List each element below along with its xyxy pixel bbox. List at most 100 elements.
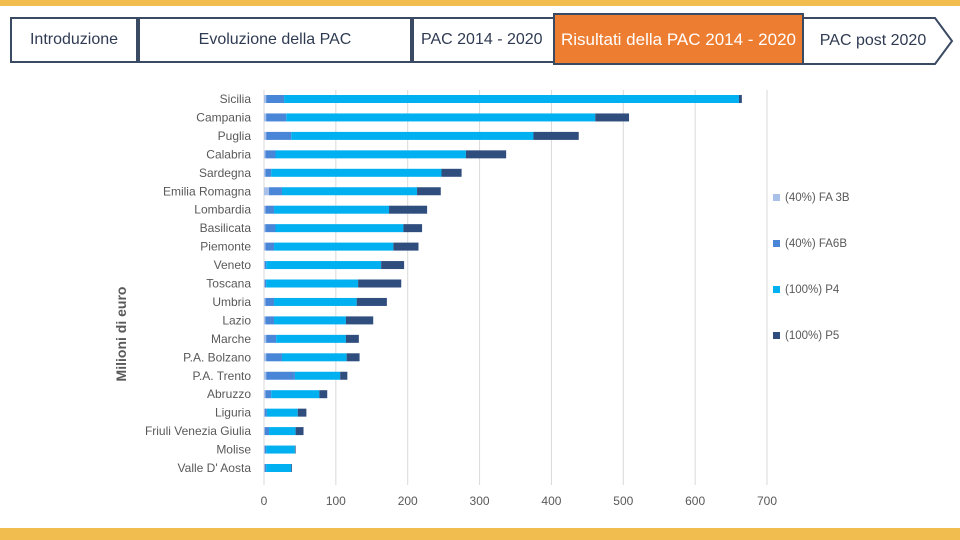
x-tick-label: 200 [398,494,418,508]
bar-segment [276,334,346,343]
stacked-bar-chart: Sicilia Campania Puglia Calabria Sardegna Emi… [113,90,850,508]
top-accent-bar [0,0,960,6]
bar-segment [264,464,267,472]
bar-segment [274,316,346,325]
legend-swatch [773,240,780,247]
bar-segment [264,427,265,436]
category-label: Campania [196,110,251,124]
bar-segment [345,316,374,325]
bar-segment [389,205,428,214]
bar-segment [264,168,266,177]
bar-segment [266,408,298,417]
category-label: Basilicata [200,221,252,235]
bar-segment [738,95,742,103]
bar-segment [265,150,276,159]
bar-segment [271,390,320,399]
tab-pac-2014-2020-label: PAC 2014 - 2020 [421,31,543,48]
category-label: Molise [216,443,251,457]
tab-introduzione[interactable]: Introduzione [10,17,138,63]
category-label: Lazio [222,313,251,327]
legend-label: (100%) P4 [785,284,840,296]
bar-segment [266,279,359,288]
category-label: Calabria [206,147,251,161]
bar-segment [264,279,267,288]
bar-segment [266,131,292,140]
legend-swatch [773,194,780,201]
bar-segment [319,390,328,399]
bar-segment [381,261,405,270]
bar-segment [533,131,579,140]
bar-segment [264,242,266,251]
bar-segment [264,261,267,270]
bar-segment [264,95,267,103]
bar-segment [264,427,270,436]
x-tick-label: 700 [757,494,777,508]
bar-segment [286,113,596,122]
bar-segment [340,371,348,380]
category-label: Valle D' Aosta [178,461,252,475]
bar-segment [264,408,265,417]
bar-segment [346,353,360,362]
x-tick-label: 400 [541,494,561,508]
bar-segment [356,297,387,306]
bar-segment [271,168,442,177]
bar-segment [264,297,266,306]
bar-segment [264,187,270,196]
bar-segment [264,150,266,159]
bar-segment [281,187,418,196]
legend-label: (40%) FA6B [785,238,847,250]
bar-segment [291,131,534,140]
bar-segment [266,445,295,454]
legend-swatch [773,286,780,293]
x-tick-label: 500 [613,494,633,508]
tab-pac-2014-2020[interactable]: PAC 2014 - 2020 [412,17,557,63]
bar-segment [264,390,266,399]
x-tick-label: 0 [261,494,268,508]
bar-segment [264,371,267,380]
tab-risultati-pac[interactable]: Risultati della PAC 2014 - 2020 [553,13,804,65]
bar-segment [274,297,357,306]
bar-segment [297,408,307,417]
tab-pac-post-2020[interactable]: PAC post 2020 [802,17,954,65]
bar-segment [264,334,267,343]
category-label: Piemonte [200,240,251,254]
bar-segment [265,224,276,233]
bar-segment [265,168,272,177]
bar-segment [264,113,267,122]
bar-segment [393,242,419,251]
bar-segment [266,464,292,472]
bar-segment [266,95,285,103]
bar-segment [275,224,404,233]
bar-segment [265,316,275,325]
bar-segment [291,464,293,472]
bar-segment [264,353,267,362]
x-tick-label: 100 [326,494,346,508]
bar-segment [265,242,275,251]
bar-segment [265,390,272,399]
bar-segment [275,150,466,159]
bar-segment [441,168,462,177]
bar-segment [264,464,265,472]
bar-segment [264,408,267,417]
bar-segment [294,371,341,380]
bar-segment [595,113,630,122]
bar-segment [284,95,739,103]
bottom-accent-bar [0,528,960,540]
bar-segment [266,334,277,343]
category-label: Veneto [214,258,252,272]
category-label: P.A. Trento [193,369,252,383]
legend-swatch [773,332,780,339]
tab-introduzione-label: Introduzione [29,31,119,48]
bar-segment [266,261,382,270]
bar-segment [264,205,266,214]
bar-segment [281,353,347,362]
bar-segment [266,353,282,362]
tab-pac-post-2020-label: PAC post 2020 [819,32,927,49]
bar-segment [265,297,275,306]
bar-segment [265,205,275,214]
bar-segment [358,279,402,288]
bar-segment [294,445,296,454]
bar-segment [264,261,265,270]
tab-evoluzione-pac[interactable]: Evoluzione della PAC [138,17,412,63]
legend-label: (100%) P5 [785,330,839,342]
